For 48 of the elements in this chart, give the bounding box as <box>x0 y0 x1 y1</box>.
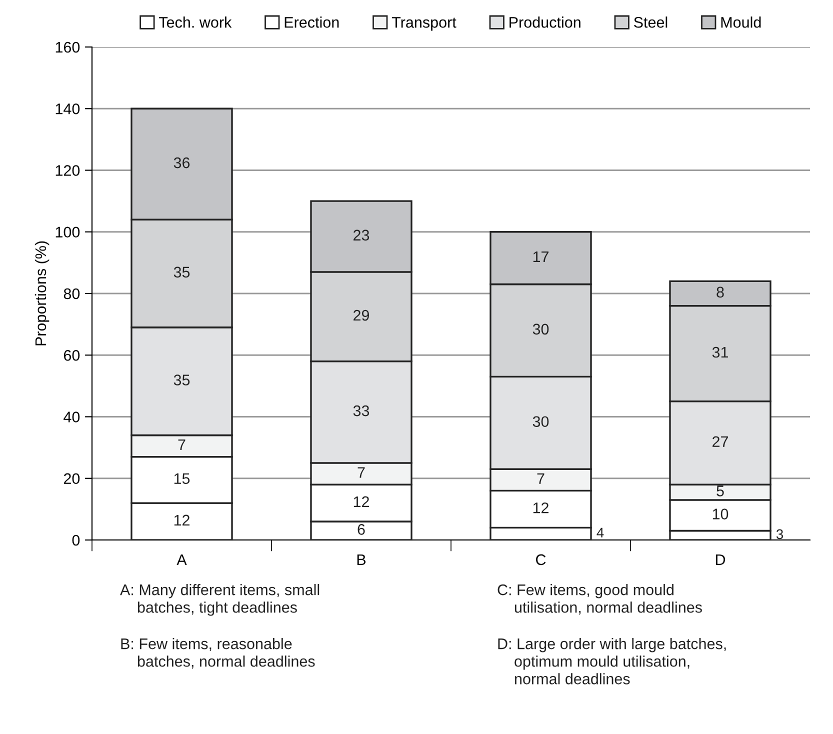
data-label: 12 <box>174 514 190 526</box>
data-label: 27 <box>712 436 728 447</box>
data-label: 7 <box>358 467 365 478</box>
y-tick-label: 140 <box>56 103 80 114</box>
legend-label: Mould <box>721 16 761 28</box>
text: D: Large order with large batches, optimum mould utilisation, normal deadlines <box>498 638 726 684</box>
y-tick-label: 80 <box>64 288 80 300</box>
y-tick-label: 160 <box>56 42 80 53</box>
data-label: 6 <box>358 524 365 535</box>
data-label: 30 <box>532 416 549 428</box>
text: C: Few items, good mould utilisation, normal deadlines <box>498 584 702 615</box>
data-label: 36 <box>174 157 190 168</box>
data-label: 3 <box>776 529 784 540</box>
data-label: 30 <box>532 324 549 335</box>
data-label: 35 <box>174 266 190 278</box>
legend-label: Erection <box>284 16 339 28</box>
data-label: 31 <box>712 346 728 358</box>
legend-label: Tech. work <box>158 16 232 28</box>
data-label: 15 <box>174 473 190 484</box>
data-label: 12 <box>354 496 369 507</box>
data-label: 5 <box>716 486 724 496</box>
y-tick-label: 120 <box>56 165 80 176</box>
x-tick-label: B <box>357 554 366 565</box>
y-tick-label: 0 <box>72 534 80 546</box>
x-tick-label: A <box>176 554 187 565</box>
legend-label: Production <box>510 16 580 28</box>
data-label: 29 <box>354 310 370 321</box>
legend-label: Steel <box>634 16 668 28</box>
x-tick-label: D <box>716 554 726 565</box>
data-label: 7 <box>178 439 186 450</box>
y-tick-label: 60 <box>64 350 80 361</box>
y-tick-label: 40 <box>64 412 80 422</box>
data-label: 12 <box>533 502 548 514</box>
data-label: 8 <box>716 286 724 298</box>
data-label: 10 <box>712 508 728 520</box>
y-tick-label: 20 <box>64 473 80 484</box>
data-label: 17 <box>533 252 548 262</box>
data-label: 7 <box>537 473 544 484</box>
data-label: 4 <box>596 528 604 538</box>
data-label: 33 <box>353 405 370 416</box>
x-tick-label: C <box>536 554 546 566</box>
legend-label: Transport <box>392 17 456 31</box>
y-axis-title: Proportions (%) <box>34 241 50 346</box>
data-label: 35 <box>174 374 190 386</box>
text: B: Few items, reasonable batches, normal deadlines <box>121 638 315 669</box>
y-tick-label: 100 <box>56 226 80 238</box>
data-label: 23 <box>354 230 370 241</box>
text: A: Many different items, small batches, tight deadlines <box>120 584 320 616</box>
